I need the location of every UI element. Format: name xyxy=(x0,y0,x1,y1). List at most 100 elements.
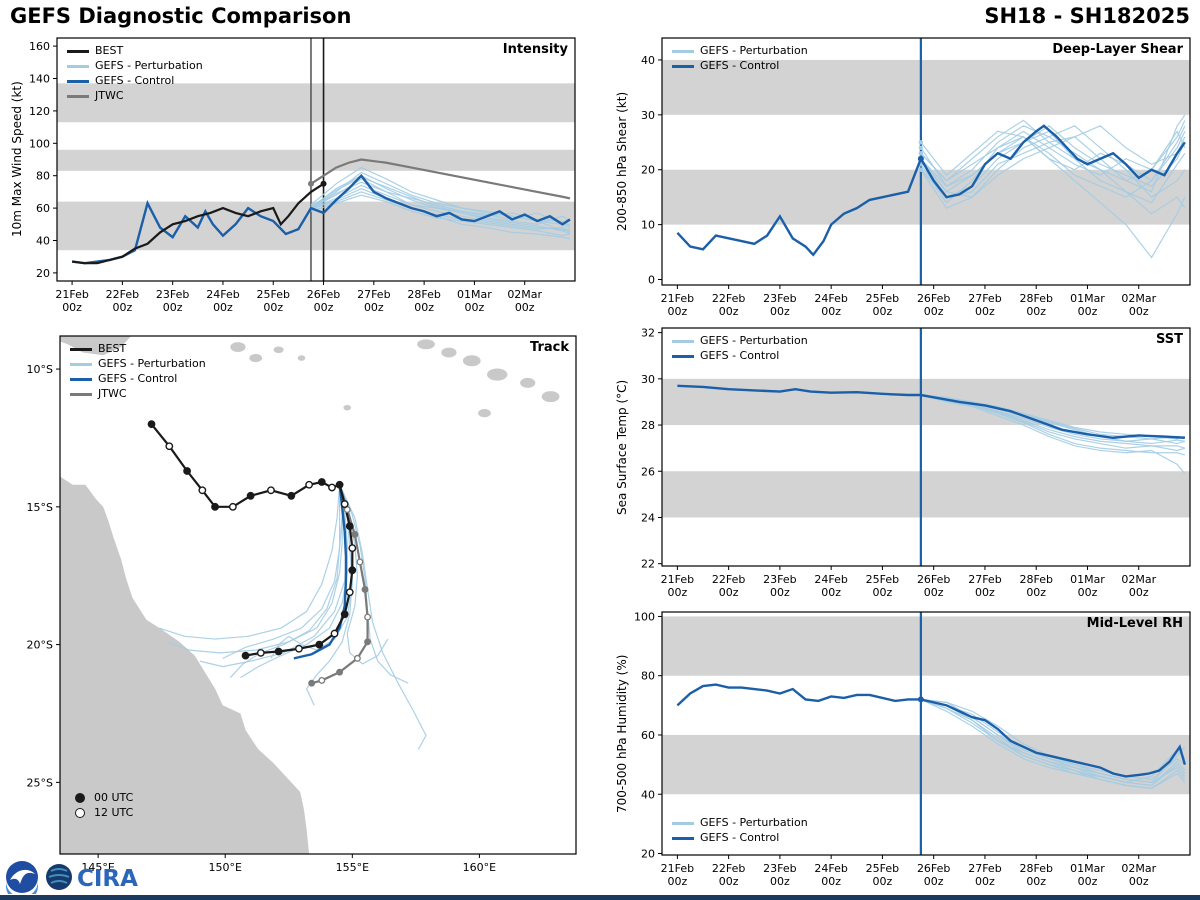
x-tick-label: 25Feb xyxy=(257,288,290,301)
best-12utc-marker xyxy=(295,644,303,653)
x-tick-label: 00z xyxy=(314,301,334,314)
shear-legend: GEFS - Perturbation GEFS - Control xyxy=(672,44,808,73)
x-tick-label: 00z xyxy=(821,875,841,888)
best-marker xyxy=(320,180,327,187)
control-line-swatch xyxy=(672,836,694,840)
control-marker xyxy=(917,155,924,162)
legend-item-control: GEFS - Control xyxy=(672,59,808,73)
x-tick-label: 24Feb xyxy=(206,288,239,301)
x-tick-label: 00z xyxy=(770,586,790,599)
cira-logo-text: CIRA xyxy=(77,866,138,892)
intensity-legend: BEST GEFS - Perturbation GEFS - Control JTW… xyxy=(67,44,203,103)
legend-item-jtwc: JTWC xyxy=(67,89,203,103)
jtwc-12utc-marker xyxy=(356,558,364,566)
x-tick-label: 22Feb xyxy=(106,288,139,301)
jtwc-00utc-marker xyxy=(364,638,372,646)
x-tick-label: 23Feb xyxy=(763,862,796,875)
x-tick-label: 00z xyxy=(1078,305,1098,318)
island xyxy=(487,368,508,381)
best-12utc-marker xyxy=(305,480,314,489)
intensity-chart: 21Feb00z22Feb00z23Feb00z24Feb00z25Feb00z… xyxy=(29,37,576,314)
sst-panel-title: SST xyxy=(1155,332,1183,347)
x-tick-label: 23Feb xyxy=(763,292,796,305)
x-tick-label: 01Mar xyxy=(1070,292,1105,305)
best-12utc-marker xyxy=(348,544,357,553)
perturbation-track xyxy=(339,484,427,750)
x-tick-label: 00z xyxy=(924,875,944,888)
y-tick-label: 120 xyxy=(29,105,50,118)
x-tick-label: 01Mar xyxy=(1070,573,1105,586)
jtwc-12utc-marker xyxy=(353,654,361,662)
track-map: 145°E 150°E 155°E 160°E 10°S 15°S 20°S 25°S xyxy=(27,335,577,874)
legend-label-best: BEST xyxy=(95,44,124,57)
x-tick-label: 28Feb xyxy=(407,288,440,301)
x-tick-label: 00z xyxy=(62,301,82,314)
perturbation-line xyxy=(920,698,1186,789)
intensity-y-axis-label: 10m Max Wind Speed (kt) xyxy=(10,81,24,238)
perturbation-line xyxy=(920,125,1186,198)
x-tick-label: 00z xyxy=(263,301,283,314)
x-tick-label: 00z xyxy=(1026,305,1046,318)
jtwc-00utc-marker xyxy=(308,679,316,687)
footer-bar xyxy=(0,895,1200,900)
best-12utc-marker xyxy=(256,648,265,657)
sst-panel: SST Sea Surface Temp (°C) GEFS - Perturb… xyxy=(615,327,1191,599)
lat-tick-label: 15°S xyxy=(27,501,53,514)
x-tick-label: 00z xyxy=(924,305,944,318)
legend-label-control: GEFS - Control xyxy=(700,831,780,844)
x-tick-label: 00z xyxy=(975,305,995,318)
legend-label-control: GEFS - Control xyxy=(98,372,178,385)
island xyxy=(441,347,457,358)
x-tick-label: 21Feb xyxy=(661,862,694,875)
x-tick-label: 00z xyxy=(821,586,841,599)
control-track xyxy=(293,484,348,660)
control-line xyxy=(677,384,1185,439)
perturbation-init-marker xyxy=(918,140,924,145)
legend-label-best: BEST xyxy=(98,342,127,355)
island xyxy=(343,404,352,411)
x-tick-label: 00z xyxy=(1026,586,1046,599)
legend-label-control: GEFS - Control xyxy=(95,74,175,87)
x-tick-label: 02Mar xyxy=(507,288,542,301)
x-tick-label: 26Feb xyxy=(917,862,950,875)
best-00utc-marker xyxy=(315,640,324,649)
island xyxy=(249,353,263,363)
x-tick-label: 00z xyxy=(873,305,893,318)
x-tick-label: 23Feb xyxy=(156,288,189,301)
control-line xyxy=(71,173,571,265)
x-tick-label: 00z xyxy=(719,586,739,599)
cira-logo-icon: CIRA xyxy=(46,864,138,892)
legend-label-perturbation: GEFS - Perturbation xyxy=(700,44,808,57)
legend-label-utc12: 12 UTC xyxy=(94,806,134,819)
x-tick-label: 26Feb xyxy=(917,573,950,586)
x-tick-label: 00z xyxy=(1129,875,1149,888)
perturbation-line xyxy=(920,698,1186,784)
shaded-band xyxy=(662,378,1190,426)
perturbation-line xyxy=(920,136,1186,259)
legend-label-perturbation: GEFS - Perturbation xyxy=(700,334,808,347)
y-tick-label: 26 xyxy=(641,465,655,478)
rh-panel-title: Mid-Level RH xyxy=(1086,616,1183,631)
x-tick-label: 00z xyxy=(873,875,893,888)
x-tick-label: 21Feb xyxy=(661,292,694,305)
x-tick-label: 27Feb xyxy=(968,862,1001,875)
jtwc-line-swatch xyxy=(67,94,89,98)
shaded-band xyxy=(662,169,1190,225)
legend-label-control: GEFS - Control xyxy=(700,349,780,362)
x-tick-label: 00z xyxy=(515,301,535,314)
intensity-panel: Intensity 10m Max Wind Speed (kt) BEST GE… xyxy=(10,37,576,314)
x-tick-label: 01Mar xyxy=(457,288,492,301)
legend-item-best: BEST xyxy=(70,342,206,356)
control-marker xyxy=(917,696,924,703)
legend-item-perturbation: GEFS - Perturbation xyxy=(672,334,808,348)
x-tick-label: 22Feb xyxy=(712,862,745,875)
jtwc-00utc-marker xyxy=(336,668,344,676)
noaa-logo-icon xyxy=(6,861,38,894)
y-tick-label: 20 xyxy=(36,267,50,280)
perturbation-init-marker xyxy=(918,145,924,150)
legend-item-best: BEST xyxy=(67,44,203,58)
x-tick-label: 21Feb xyxy=(661,573,694,586)
x-tick-label: 00z xyxy=(414,301,434,314)
legend-item-perturbation: GEFS - Perturbation xyxy=(70,357,206,371)
best-00utc-marker xyxy=(241,651,250,660)
